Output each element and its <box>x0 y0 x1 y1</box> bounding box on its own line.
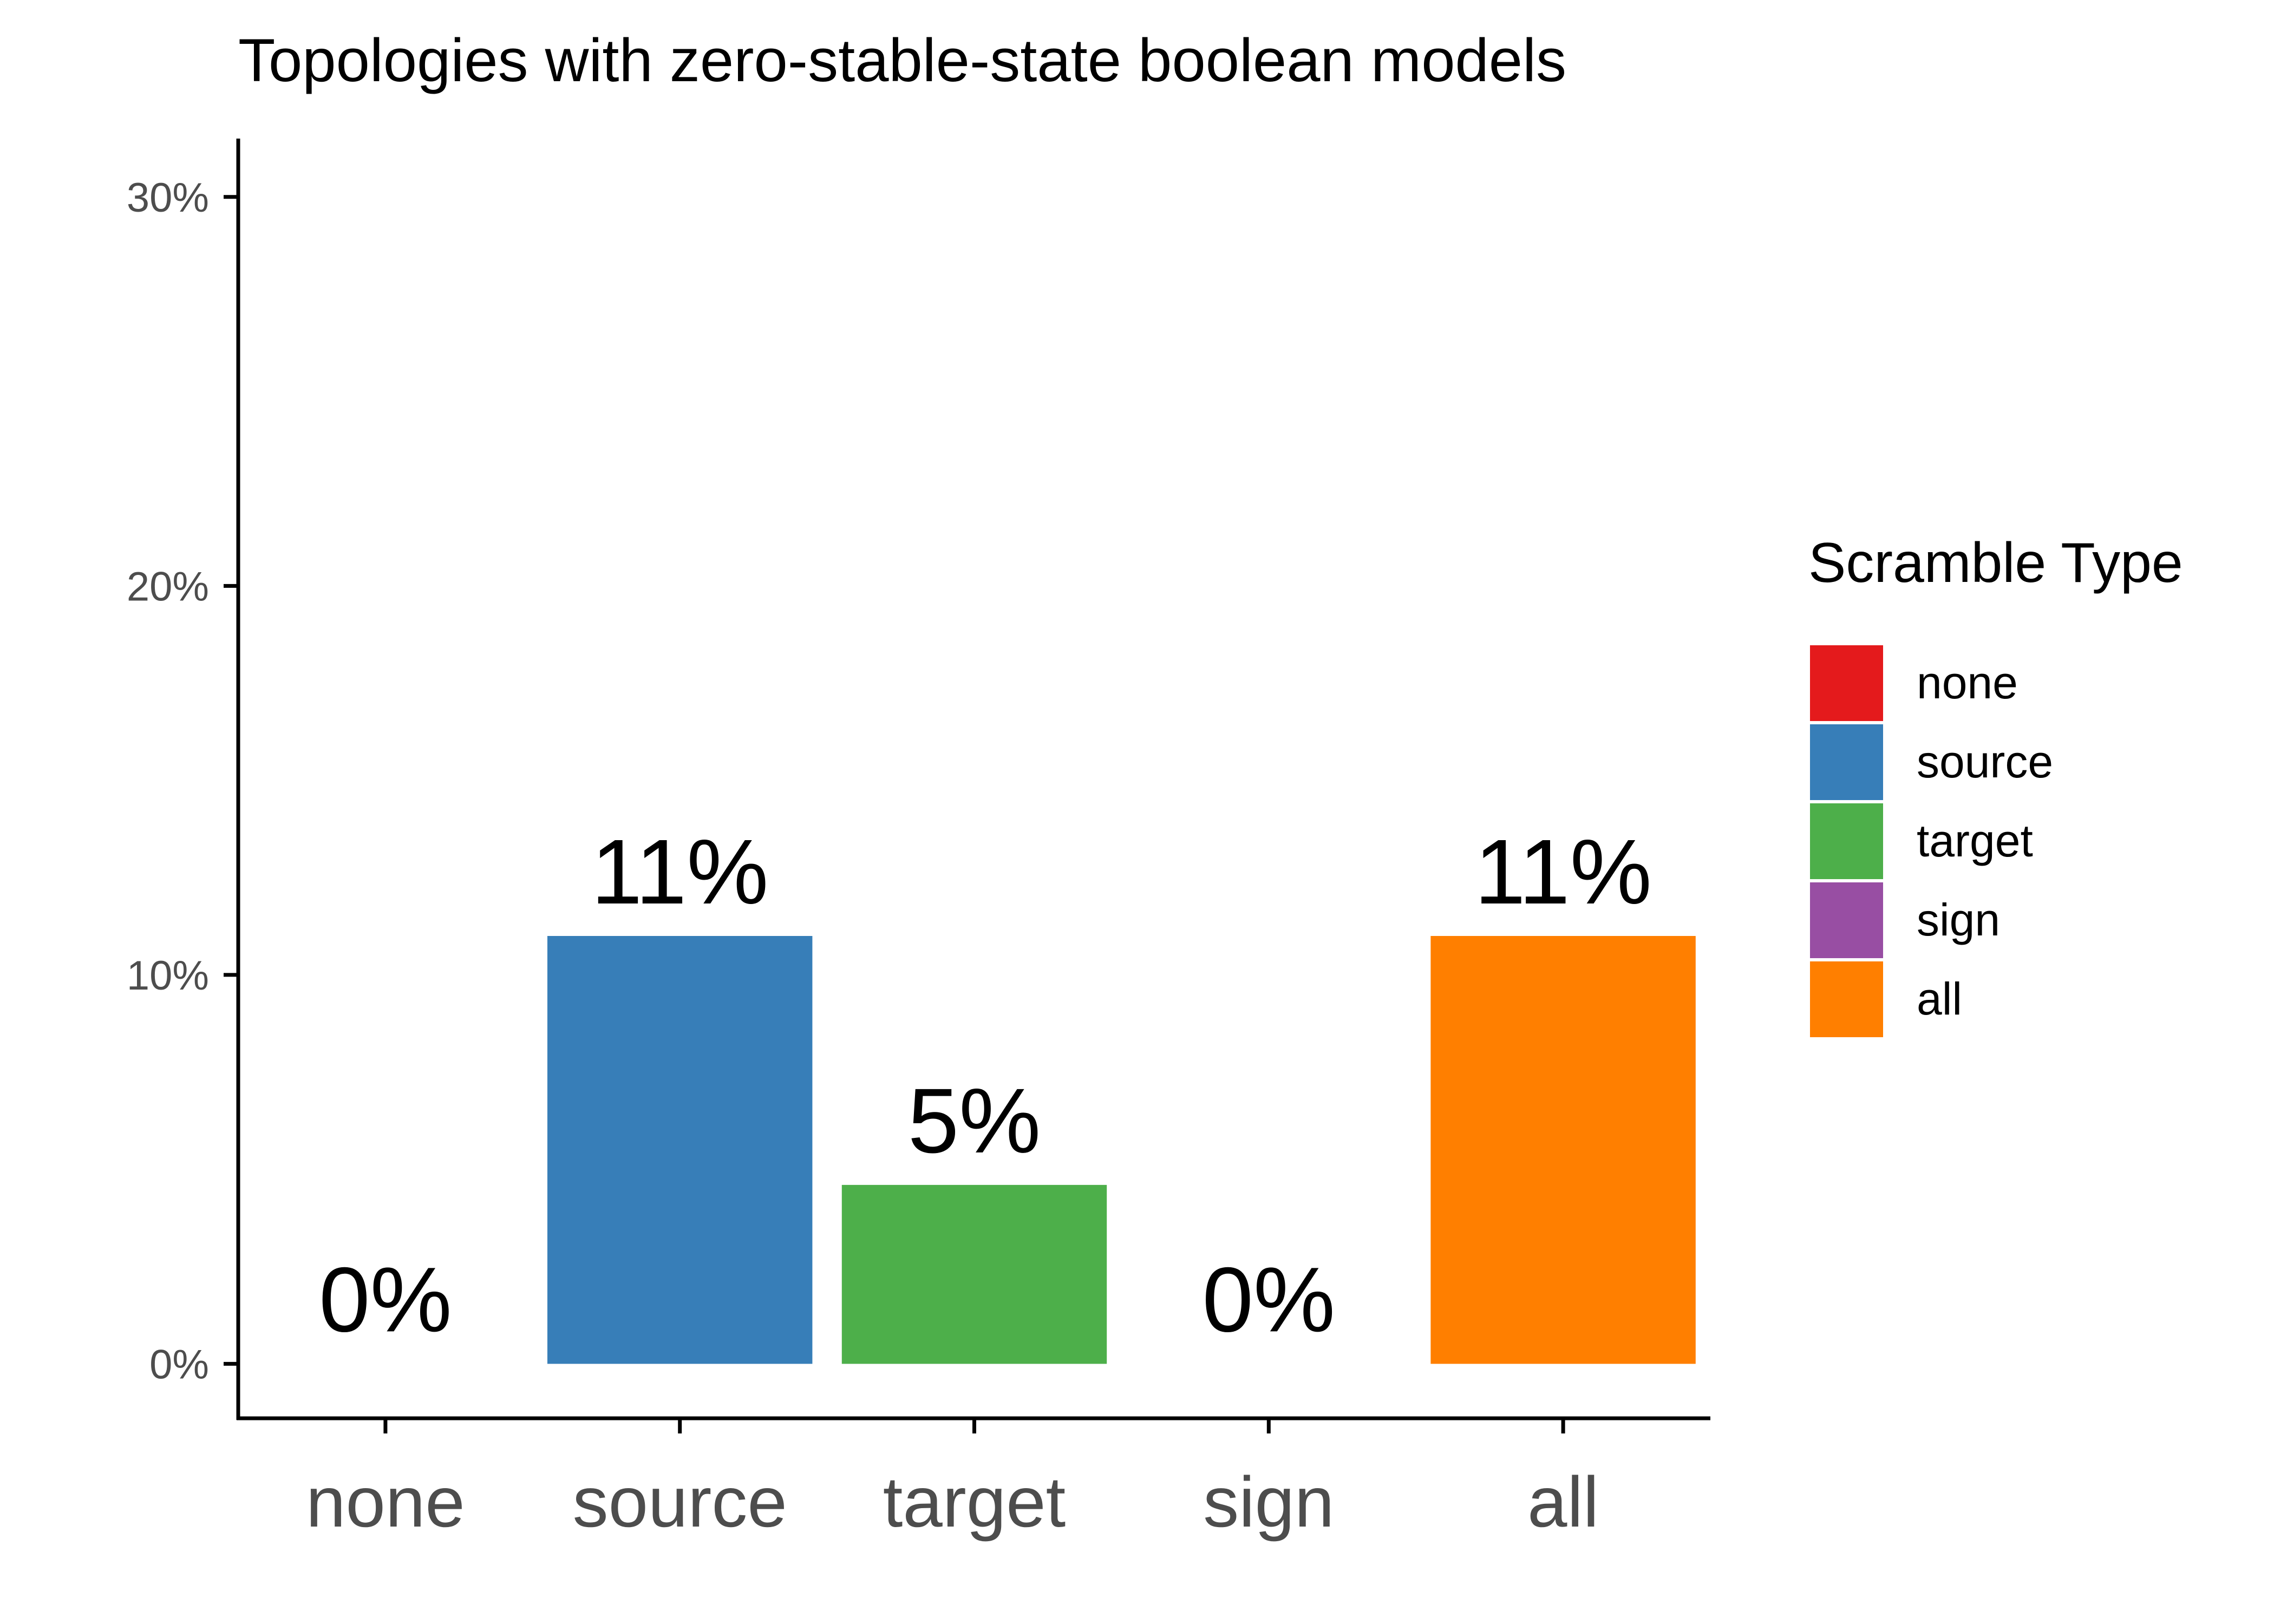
y-tick-label: 30% <box>127 175 209 221</box>
bar <box>1430 936 1696 1364</box>
y-tick-label: 10% <box>127 953 209 999</box>
legend-label: source <box>1917 736 2053 787</box>
x-tick-label: source <box>573 1462 787 1542</box>
chart-title: Topologies with zero-stable-state boolea… <box>238 27 1566 94</box>
value-label: 11% <box>1474 821 1652 924</box>
value-label: 5% <box>908 1070 1041 1173</box>
bar <box>547 936 813 1364</box>
legend-label: sign <box>1917 894 2000 945</box>
value-label: 0% <box>319 1248 452 1351</box>
legend-key <box>1810 724 1883 800</box>
legend-key <box>1810 961 1883 1037</box>
value-label: 0% <box>1202 1248 1335 1351</box>
legend-key <box>1810 803 1883 879</box>
legend-title: Scramble Type <box>1808 532 2183 594</box>
value-label: 11% <box>591 821 769 924</box>
legend-label: all <box>1917 973 1962 1024</box>
x-tick-label: sign <box>1203 1462 1334 1542</box>
y-tick-label: 20% <box>127 564 209 610</box>
legend-key <box>1810 645 1883 721</box>
y-tick-label: 0% <box>149 1341 209 1387</box>
x-tick-label: none <box>306 1462 465 1542</box>
legend-label: none <box>1917 657 2018 708</box>
legend-key <box>1810 882 1883 958</box>
x-tick-label: target <box>883 1462 1066 1542</box>
legend-label: target <box>1917 815 2033 866</box>
x-tick-label: all <box>1527 1462 1599 1542</box>
bar <box>841 1184 1107 1364</box>
